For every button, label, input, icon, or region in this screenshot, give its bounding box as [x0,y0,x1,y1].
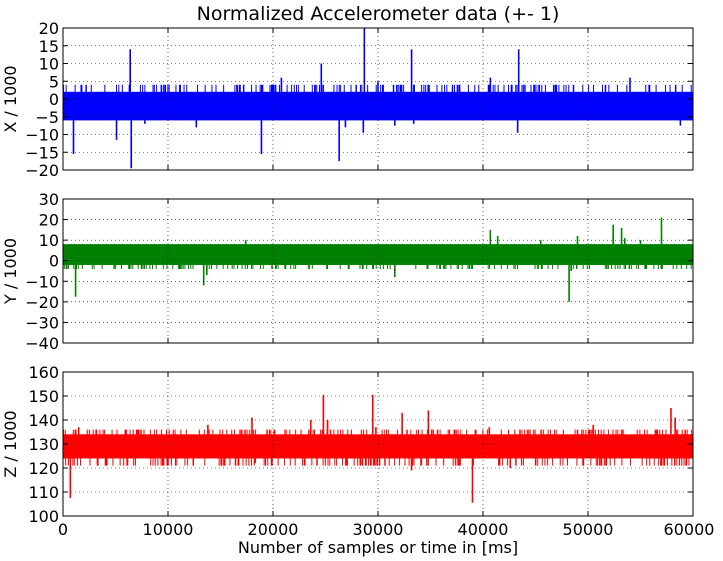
y-y-tick-label: 30 [39,190,59,209]
z-y-tick-label: 160 [28,363,59,382]
x-y-tick-label: 0 [49,90,59,109]
x-tick-label: 10000 [143,520,194,539]
x-y-tick-label: 10 [39,55,59,74]
y-y-tick-label: −30 [25,313,59,332]
x-axis-label: Number of samples or time in [ms] [238,538,518,557]
z-y-tick-label: 120 [28,459,59,478]
y-y-tick-label: 20 [39,211,59,230]
y-y-tick-label: 10 [39,231,59,250]
y-y-tick-label: −20 [25,293,59,312]
x-y-tick-label: −20 [25,161,59,180]
z-y-tick-label: 140 [28,411,59,430]
y-y-tick-label: −10 [25,272,59,291]
x-y-tick-label: 15 [39,37,59,56]
z-signal-band [63,434,693,459]
x-tick-label: 20000 [248,520,299,539]
x-tick-label: 50000 [563,520,614,539]
chart-title: Normalized Accelerometer data (+- 1) [197,3,560,25]
y-y-axis-label: Y / 1000 [1,238,20,305]
x-y-tick-label: 20 [39,19,59,38]
x-y-tick-label: −15 [25,143,59,162]
z-y-tick-label: 130 [28,435,59,454]
x-y-tick-label: −10 [25,126,59,145]
z-y-tick-label: 110 [28,483,59,502]
z-panel: 160 150 140 130 120 110 100 Z / 1000 [1,363,694,526]
z-y-axis-label: Z / 1000 [1,410,20,477]
x-tick-label: 40000 [458,520,509,539]
x-tick-label: 0 [58,520,68,539]
y-y-tick-label: −40 [25,334,59,353]
x-y-tick-label: 5 [49,72,59,91]
x-y-tick-label: −5 [35,108,59,127]
x-y-axis-label: X / 1000 [1,65,20,132]
y-signal-band [63,244,693,265]
x-tick-label: 30000 [353,520,404,539]
y-y-tick-label: 0 [49,252,59,271]
z-y-tick-label: 100 [28,507,59,526]
x-tick-label: 60000 [664,520,715,539]
z-y-tick-label: 150 [28,387,59,406]
